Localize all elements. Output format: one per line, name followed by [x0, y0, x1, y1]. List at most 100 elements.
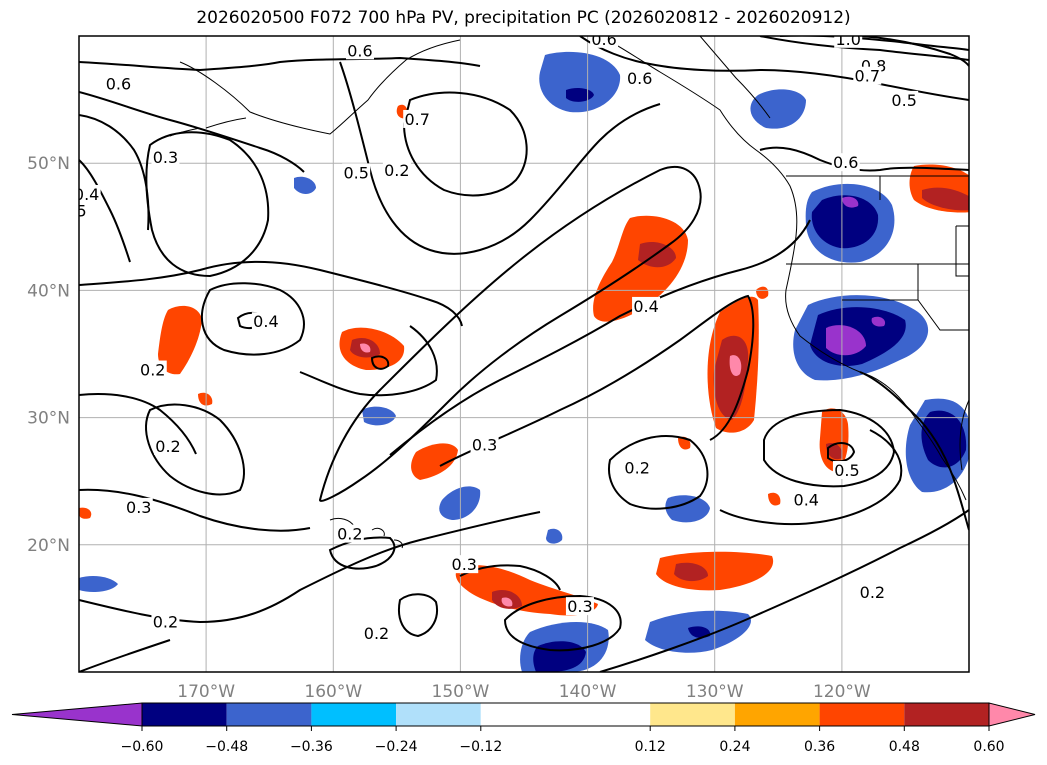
colorbar-segment — [311, 703, 397, 726]
contour-line — [145, 403, 245, 496]
colorbar-segment — [819, 703, 905, 726]
contour-label: 0.4 — [253, 312, 278, 331]
precip-positive-area — [198, 392, 213, 406]
contour-line — [79, 56, 481, 72]
contour-label-background — [625, 69, 654, 88]
contour-labels: 0.60.60.60.60.61.00.80.70.50.70.30.40.50… — [74, 30, 919, 643]
contour-line — [79, 393, 197, 455]
contour-line — [318, 165, 702, 502]
contour-label: 0.6 — [591, 30, 616, 49]
contour-label: 0.3 — [126, 498, 151, 517]
contour-label: 0.3 — [452, 555, 477, 574]
precip-negative-area — [439, 486, 481, 520]
contour-label-background — [853, 66, 882, 85]
contour-line — [201, 282, 305, 356]
contour-label-background — [890, 90, 919, 109]
contour-line — [859, 371, 969, 531]
contour-label: 1.0 — [835, 30, 860, 49]
contour-label-background — [403, 109, 432, 128]
colorbar-tick-label: −0.48 — [205, 739, 248, 755]
colorbar-segment — [904, 703, 989, 726]
colorbar-tick-label: 0.48 — [889, 739, 920, 755]
contour-label: 0.3 — [472, 436, 497, 455]
precip-negative-area — [362, 406, 396, 426]
contour-label: 0.7 — [855, 67, 880, 86]
contour-line — [402, 91, 528, 197]
y-tick-label: 30°N — [27, 409, 70, 429]
contour-line — [339, 61, 661, 255]
precip-positive-area — [79, 507, 92, 519]
contour-line — [608, 435, 709, 510]
contour-label-background — [345, 41, 374, 60]
precip-negative-extreme — [871, 316, 886, 327]
precip-negative-area — [539, 51, 621, 113]
contour-line — [79, 488, 311, 532]
contour-line — [79, 114, 150, 231]
precip-positive-area — [158, 305, 202, 375]
contour-label: 0.4 — [74, 185, 99, 204]
precip-positive-extreme — [501, 597, 513, 607]
contour-line — [439, 294, 755, 467]
map-frame — [78, 35, 970, 673]
colorbar-segment — [734, 703, 820, 726]
precip-negative-extreme — [842, 196, 859, 208]
contour-line — [827, 442, 856, 463]
colorbar-tick-label: −0.24 — [375, 739, 418, 755]
colorbar-outline — [141, 702, 990, 727]
colorbar-tick-label: 0.12 — [635, 739, 666, 755]
x-tick-label: 150°W — [432, 682, 490, 702]
contour-label-background — [362, 623, 391, 642]
colorbar-segment — [142, 703, 227, 726]
contour-label-background — [450, 555, 479, 574]
contour-label-background — [124, 497, 153, 516]
precip-negative-area — [546, 528, 563, 544]
contour-label: 0.5 — [891, 91, 916, 110]
x-tick-label: 160°W — [304, 682, 362, 702]
contour-label-background — [104, 74, 133, 93]
precip-negative-core — [811, 195, 879, 249]
contour-label-background — [590, 36, 619, 48]
colorbar-extend-max — [988, 702, 1036, 727]
precip-positive-area — [593, 215, 688, 322]
precip-shading — [79, 51, 969, 672]
contour-label-background — [342, 163, 371, 182]
contour-label: 0.3 — [153, 148, 178, 167]
precip-positive-extreme — [360, 343, 371, 353]
colorbar-tick-label: 0.36 — [804, 739, 835, 755]
contour-line — [79, 260, 463, 327]
contour-label-background — [834, 36, 863, 48]
precip-negative-area — [750, 89, 806, 129]
contour-line — [859, 36, 969, 67]
y-axis-ticks: 20°N 30°N 40°N 50°N — [27, 154, 70, 556]
colorbar-extend-min — [11, 702, 143, 727]
precip-negative-area — [665, 495, 710, 523]
precip-positive-area — [768, 492, 781, 506]
chart-title: 2026020500 F072 700 hPa PV, precipitatio… — [196, 8, 851, 28]
precip-positive-core — [922, 187, 969, 211]
colorbar-segment — [650, 703, 735, 726]
contour-line — [79, 509, 969, 672]
contour-label-background — [335, 524, 364, 543]
contour-label: 0.2 — [364, 624, 389, 643]
contour-label-background — [79, 185, 101, 203]
contour-label: 0.7 — [404, 110, 429, 129]
x-tick-label: 130°W — [686, 682, 744, 702]
contour-label: 0.2 — [337, 525, 362, 544]
contour-line — [503, 594, 622, 652]
contour-line — [299, 325, 438, 397]
precip-negative-area — [294, 176, 316, 194]
y-tick-label: 40°N — [27, 281, 70, 301]
contour-label: 0.6 — [106, 74, 131, 93]
contour-label: 0.6 — [347, 41, 372, 60]
contour-label: 0.2 — [153, 612, 178, 631]
contour-line — [145, 131, 270, 278]
contour-label: 0.5 — [834, 461, 859, 480]
contour-label: 0.6 — [833, 153, 858, 172]
precip-negative-area — [79, 576, 118, 592]
contour-label-background — [151, 612, 180, 631]
colorbar-tick-label: 0.60 — [973, 739, 1004, 755]
contour-label-background — [832, 461, 861, 480]
contour-label-background — [470, 435, 499, 454]
contour-line — [398, 593, 438, 638]
